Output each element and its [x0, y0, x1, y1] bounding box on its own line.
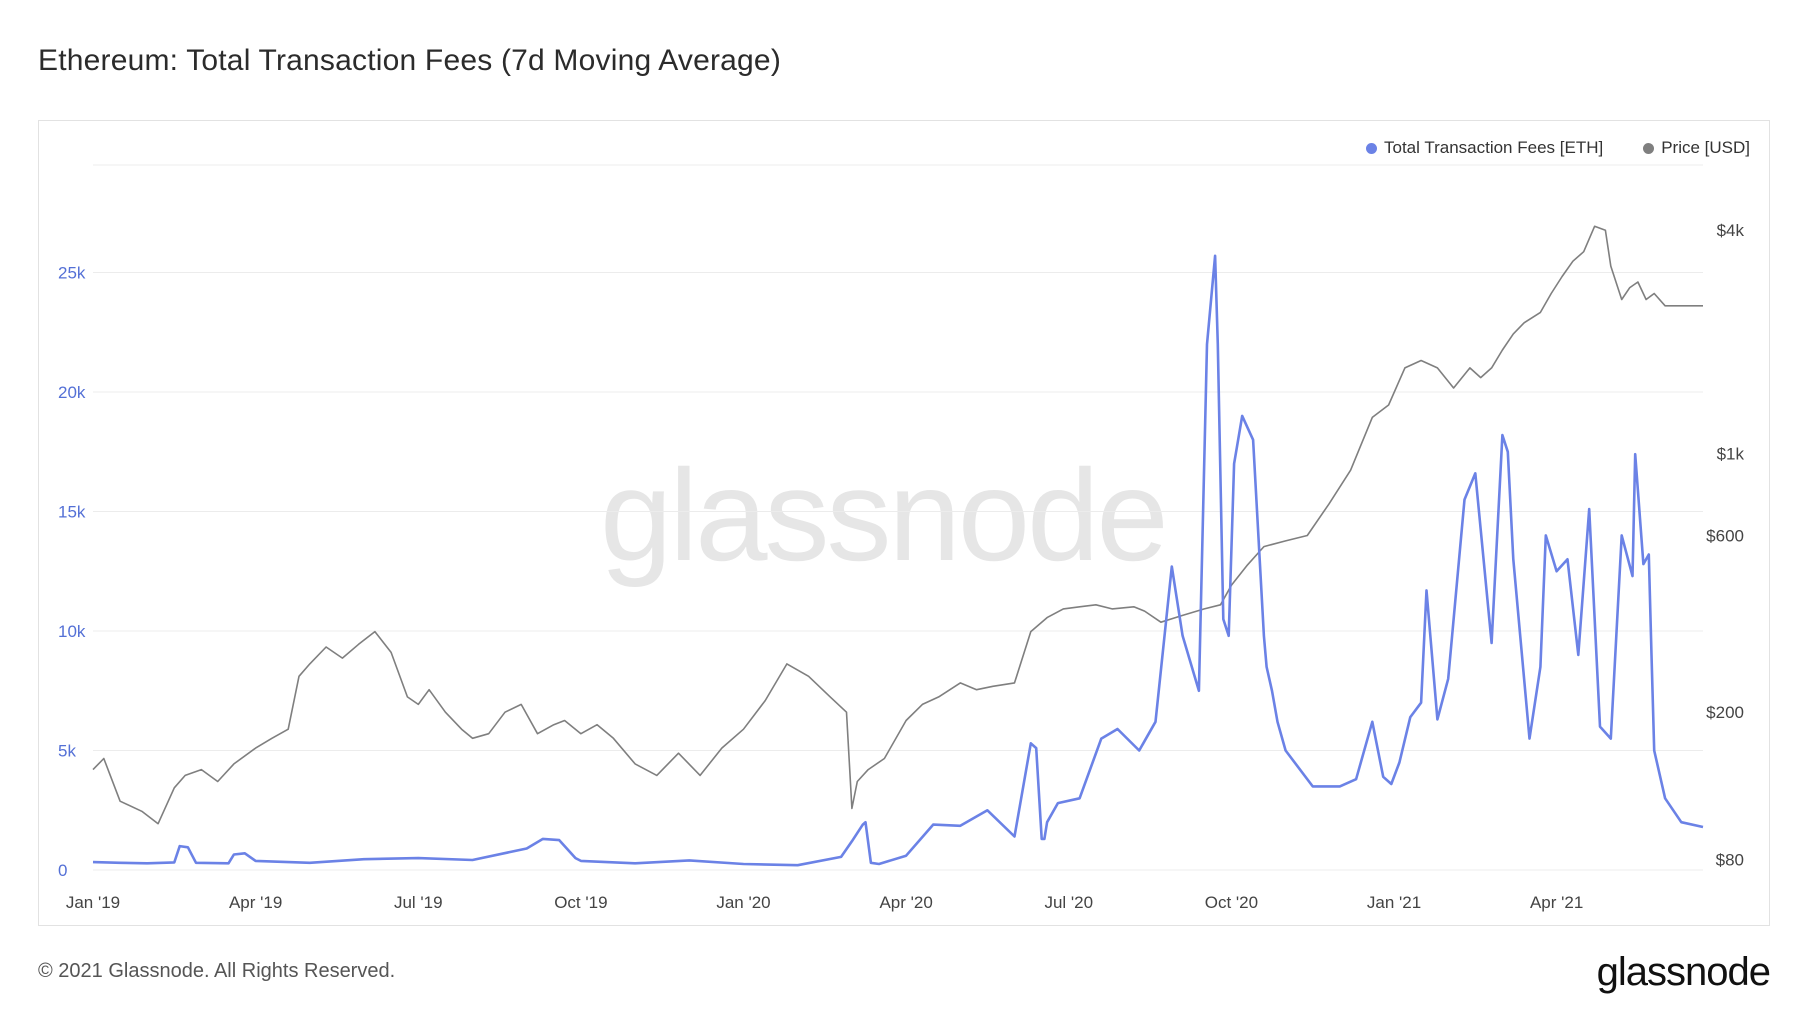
right-tick-label: $80 [1716, 851, 1744, 870]
right-tick-label: $200 [1706, 703, 1744, 722]
x-tick-label: Jan '21 [1367, 893, 1421, 912]
right-tick-label: $1k [1717, 444, 1745, 463]
left-tick-label: 20k [58, 383, 86, 402]
left-tick-label: 0 [58, 861, 67, 880]
x-tick-label: Apr '20 [879, 893, 932, 912]
right-tick-label: $600 [1706, 526, 1744, 545]
fees-series-line [92, 254, 1704, 867]
left-tick-label: 10k [58, 622, 86, 641]
legend-item-fees[interactable]: Total Transaction Fees [ETH] [1366, 138, 1603, 158]
x-tick-label: Jan '20 [716, 893, 770, 912]
left-tick-label: 25k [58, 264, 86, 283]
legend-dot-price [1643, 142, 1655, 154]
watermark: glassnode [600, 442, 1169, 588]
price-series-line [92, 225, 1703, 825]
chart-frame [38, 120, 1770, 926]
x-tick-label: Oct '19 [554, 893, 607, 912]
x-tick-label: Jul '19 [394, 893, 443, 912]
chart-title: Ethereum: Total Transaction Fees (7d Mov… [38, 44, 782, 77]
chart-legend: Total Transaction Fees [ETH] Price [USD] [1366, 138, 1750, 158]
legend-item-price[interactable]: Price [USD] [1643, 138, 1750, 158]
brand-logo: glassnode [1596, 950, 1771, 994]
right-tick-label: $4k [1717, 221, 1745, 240]
x-tick-label: Apr '19 [229, 893, 282, 912]
legend-dot-fees [1366, 142, 1377, 154]
left-tick-label: 15k [58, 503, 86, 522]
x-tick-label: Oct '20 [1205, 893, 1258, 912]
left-tick-label: 5k [58, 742, 76, 761]
x-tick-label: Jul '20 [1044, 893, 1093, 912]
x-tick-label: Jan '19 [66, 893, 120, 912]
x-tick-label: Apr '21 [1530, 893, 1583, 912]
legend-label-fees: Total Transaction Fees [ETH] [1384, 138, 1604, 157]
legend-label-price: Price [USD] [1661, 138, 1750, 157]
copyright-footer: © 2021 Glassnode. All Rights Reserved. [38, 960, 396, 982]
